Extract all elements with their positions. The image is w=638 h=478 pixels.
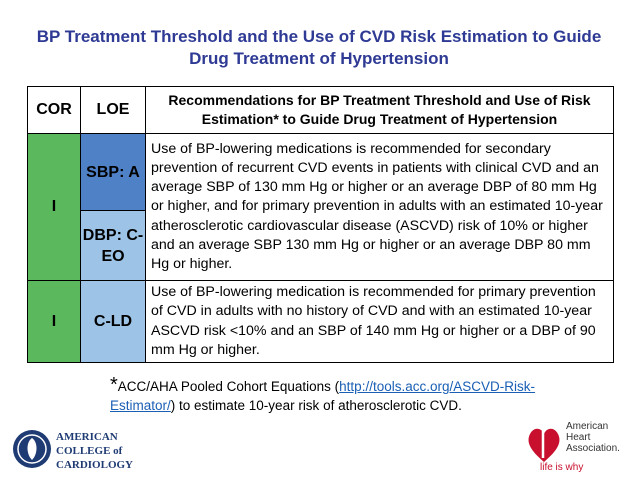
loe-cell: SBP: A xyxy=(80,133,146,211)
acc-logo-text: COLLEGE of xyxy=(56,445,123,457)
aha-tagline: life is why xyxy=(540,462,583,473)
footnote: *ACC/AHA Pooled Cohort Equations (http:/… xyxy=(110,374,550,415)
footnote-marker: * xyxy=(110,374,118,396)
row: DBP: C-EO xyxy=(28,210,614,281)
cor-cell: I xyxy=(27,133,81,281)
slide-title: BP Treatment Threshold and the Use of CV… xyxy=(36,27,602,68)
aha-logo-text: Heart xyxy=(566,432,591,443)
recommendation-cell: Use of BP-lowering medications is recomm… xyxy=(145,133,614,281)
footnote-text: ) to estimate 10-year risk of atheroscle… xyxy=(170,398,462,413)
recommendation-cell: Use of BP-lowering medication is recomme… xyxy=(145,280,614,363)
header-row: COR LOE Recommendations for BP Treatment… xyxy=(27,86,614,134)
header-recommendation: Recommendations for BP Treatment Thresho… xyxy=(145,86,614,134)
footnote-link[interactable]: http://tools.acc.org/ASCVD-Risk-Estimato… xyxy=(110,379,535,413)
header-loe: LOE xyxy=(80,86,146,134)
header-cor: COR xyxy=(27,86,81,134)
cor-cell: I xyxy=(27,280,81,363)
acc-seal-mark xyxy=(27,438,37,460)
recommendation-table: COR LOE Recommendations for BP Treatment… xyxy=(27,86,614,363)
acc-logo: AMERICAN COLLEGE of CARDIOLOGY xyxy=(13,430,133,471)
loe-cell: C-LD xyxy=(80,280,146,363)
loe-cell: DBP: C-EO xyxy=(80,210,146,281)
acc-seal-ring xyxy=(17,434,47,464)
aha-logo-text: Association. xyxy=(566,443,620,454)
row: I SBP: A Use of BP-lowering medications … xyxy=(27,133,614,281)
acc-logo-text: CARDIOLOGY xyxy=(56,459,133,471)
row: I C-LD Use of BP-lowering medication is … xyxy=(27,280,614,363)
aha-logo-text: American xyxy=(566,421,608,432)
footnote-text: ACC/AHA Pooled Cohort Equations ( xyxy=(117,379,340,394)
aha-logo: American Heart Association. life is why xyxy=(528,421,620,473)
acc-logo-text: AMERICAN xyxy=(56,431,118,443)
